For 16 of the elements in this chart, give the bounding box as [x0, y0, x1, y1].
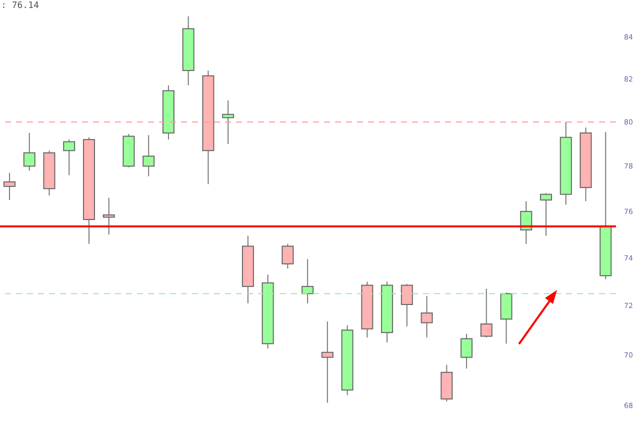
candlestick	[321, 321, 334, 404]
candlestick	[420, 296, 433, 338]
candlestick	[520, 200, 532, 244]
candlestick	[400, 284, 413, 327]
candlestick	[63, 139, 76, 176]
candlestick	[102, 197, 115, 236]
candlestick	[142, 134, 155, 177]
candlestick	[222, 100, 234, 144]
candlestick	[540, 192, 552, 236]
candlestick	[302, 258, 314, 304]
candlestick	[4, 172, 16, 201]
candlestick	[282, 243, 294, 270]
candlestick	[480, 288, 492, 338]
candlestick	[23, 132, 36, 172]
annotation: : 76.14	[1, 1, 39, 11]
candlestick	[460, 333, 473, 370]
